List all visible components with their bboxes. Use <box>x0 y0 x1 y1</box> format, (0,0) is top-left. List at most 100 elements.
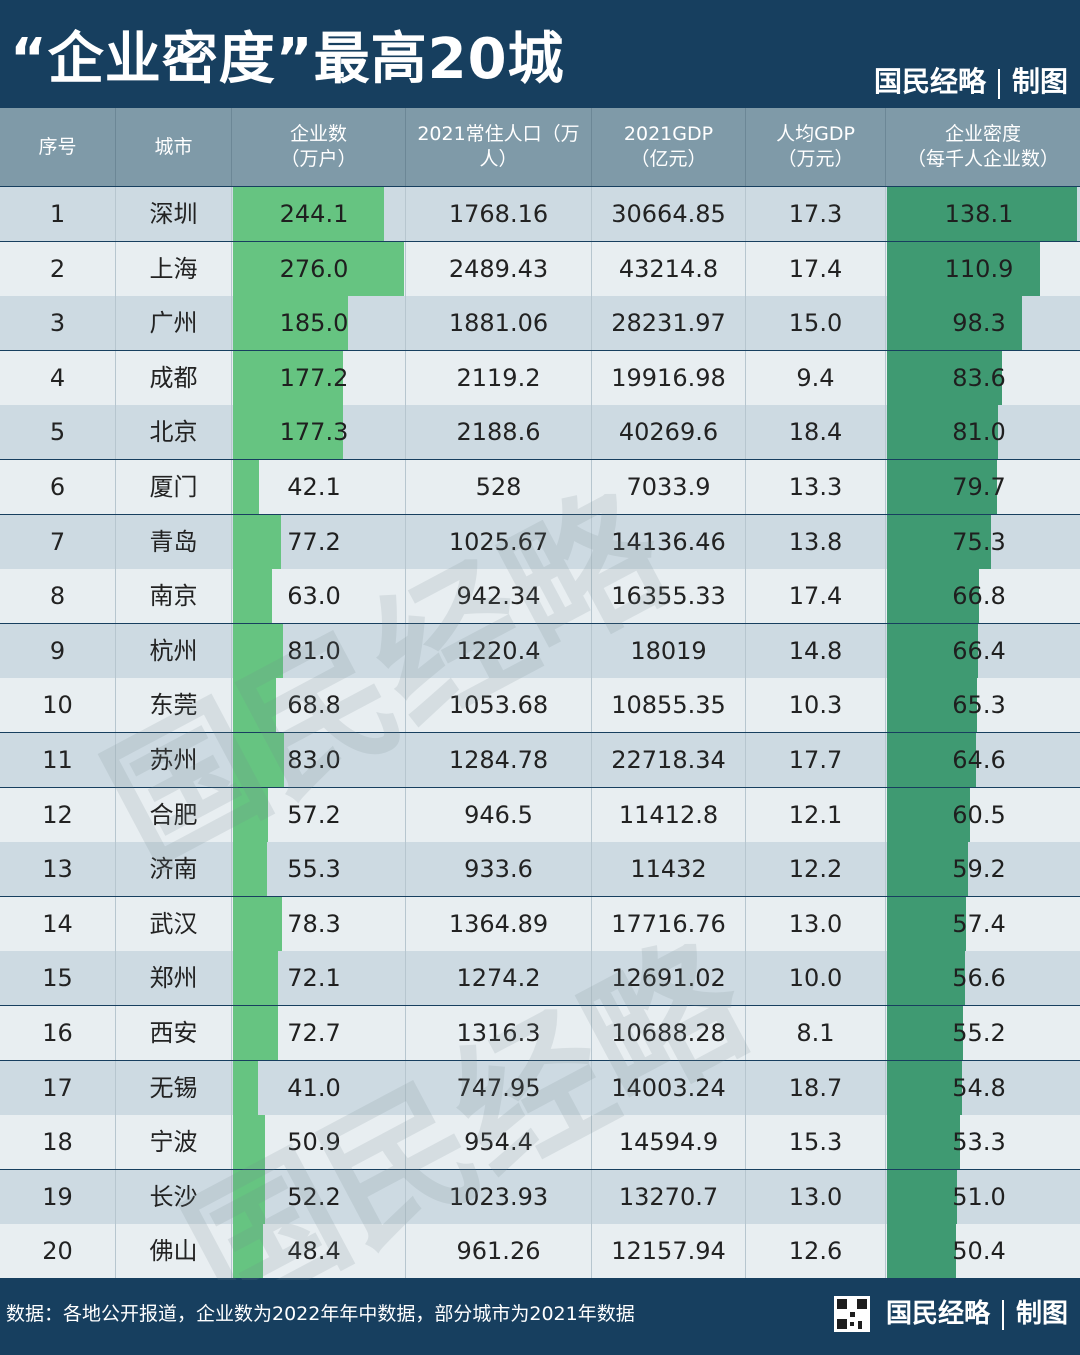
cell-rank: 9 <box>0 624 116 678</box>
enterprise-value: 72.1 <box>287 964 341 992</box>
cell-population: 1768.16 <box>406 187 592 241</box>
cell-enterprises <box>232 951 406 1005</box>
enterprise-bar <box>233 242 404 296</box>
cell-gdp: 43214.8 <box>592 242 746 296</box>
cell-enterprises <box>232 460 406 514</box>
cell-rank: 10 <box>0 678 116 732</box>
cell-enterprises <box>232 842 406 896</box>
cell-city: 厦门 <box>116 460 232 514</box>
header-gdp: 2021GDP （亿元） <box>592 108 746 186</box>
enterprise-value: 50.9 <box>287 1128 341 1156</box>
cell-gdp-per-capita: 9.4 <box>746 351 886 405</box>
cell-population: 1284.78 <box>406 733 592 787</box>
cell-enterprises <box>232 569 406 623</box>
density-bar <box>887 460 997 514</box>
cell-enterprises <box>232 1061 406 1115</box>
density-value: 56.6 <box>952 964 1006 992</box>
cell-gdp: 14136.46 <box>592 515 746 569</box>
density-bar <box>887 1006 963 1060</box>
cell-enterprises <box>232 678 406 732</box>
cell-enterprises <box>232 1006 406 1060</box>
cell-rank: 14 <box>0 897 116 951</box>
cell-rank: 5 <box>0 405 116 459</box>
cell-gdp: 7033.9 <box>592 460 746 514</box>
cell-rank: 13 <box>0 842 116 896</box>
cell-city: 武汉 <box>116 897 232 951</box>
density-value: 98.3 <box>952 309 1006 337</box>
cell-rank: 16 <box>0 1006 116 1060</box>
density-value: 59.2 <box>952 855 1006 883</box>
density-value: 66.8 <box>952 582 1006 610</box>
cell-gdp: 28231.97 <box>592 296 746 350</box>
table-row: 19 长沙 1023.93 13270.7 13.0 52.2 51.0 <box>0 1170 1080 1224</box>
enterprise-bar <box>233 1006 278 1060</box>
enterprise-value: 244.1 <box>279 200 349 228</box>
cell-enterprises <box>232 897 406 951</box>
cell-enterprises <box>232 242 406 296</box>
density-bar <box>887 788 970 842</box>
cell-city: 佛山 <box>116 1224 232 1278</box>
enterprise-bar <box>233 624 283 678</box>
density-value: 138.1 <box>944 200 1014 228</box>
density-value: 75.3 <box>952 528 1006 556</box>
enterprise-bar <box>233 187 384 241</box>
footer-brand: 国民经略 制图 <box>886 1294 1068 1334</box>
cell-gdp: 17716.76 <box>592 897 746 951</box>
cell-gdp-per-capita: 12.2 <box>746 842 886 896</box>
brand-logo: 国民经略 制图 <box>874 62 1068 102</box>
cell-gdp: 14594.9 <box>592 1115 746 1169</box>
enterprise-bar <box>233 897 282 951</box>
density-bar <box>887 951 965 1005</box>
footer-brand-name: 国民经略 <box>885 1299 990 1329</box>
table-row: 13 济南 933.6 11432 12.2 55.3 59.2 <box>0 842 1080 896</box>
cell-gdp-per-capita: 13.0 <box>746 1170 886 1224</box>
enterprise-bar <box>233 296 348 350</box>
cell-gdp-per-capita: 13.3 <box>746 460 886 514</box>
cell-gdp: 13270.7 <box>592 1170 746 1224</box>
cell-rank: 20 <box>0 1224 116 1278</box>
cell-city: 北京 <box>116 405 232 459</box>
cell-population: 747.95 <box>406 1061 592 1115</box>
cell-gdp: 19916.98 <box>592 351 746 405</box>
enterprise-value: 83.0 <box>287 746 341 774</box>
table-row: 14 武汉 1364.89 17716.76 13.0 78.3 57.4 <box>0 897 1080 951</box>
density-value: 57.4 <box>952 910 1006 938</box>
cell-city: 济南 <box>116 842 232 896</box>
cell-gdp: 22718.34 <box>592 733 746 787</box>
cell-population: 1220.4 <box>406 624 592 678</box>
brand-divider <box>997 68 1000 99</box>
cell-enterprises <box>232 515 406 569</box>
enterprise-bar <box>233 351 343 405</box>
cell-gdp-per-capita: 15.0 <box>746 296 886 350</box>
source-note: 数据：各地公开报道，企业数为2022年年中数据，部分城市为2021年数据 <box>6 1303 635 1325</box>
cell-gdp: 11432 <box>592 842 746 896</box>
enterprise-bar <box>233 569 272 623</box>
density-bar <box>887 733 976 787</box>
cell-rank: 2 <box>0 242 116 296</box>
density-value: 51.0 <box>952 1183 1006 1211</box>
table-row: 5 北京 2188.6 40269.6 18.4 177.3 81.0 <box>0 405 1080 459</box>
cell-city: 宁波 <box>116 1115 232 1169</box>
density-value: 66.4 <box>952 637 1006 665</box>
cell-city: 上海 <box>116 242 232 296</box>
cell-gdp-per-capita: 8.1 <box>746 1006 886 1060</box>
enterprise-value: 77.2 <box>287 528 341 556</box>
cell-city: 郑州 <box>116 951 232 1005</box>
density-value: 65.3 <box>952 691 1006 719</box>
density-bar <box>887 515 991 569</box>
cell-rank: 8 <box>0 569 116 623</box>
table-row: 20 佛山 961.26 12157.94 12.6 48.4 50.4 <box>0 1224 1080 1278</box>
enterprise-value: 68.8 <box>287 691 341 719</box>
footer-brand-suffix: 制图 <box>1015 1299 1068 1329</box>
cell-population: 1881.06 <box>406 296 592 350</box>
cell-enterprises <box>232 405 406 459</box>
table-row: 8 南京 942.34 16355.33 17.4 63.0 66.8 <box>0 569 1080 623</box>
table-row: 15 郑州 1274.2 12691.02 10.0 72.1 56.6 <box>0 951 1080 1005</box>
cell-gdp-per-capita: 12.6 <box>746 1224 886 1278</box>
enterprise-bar <box>233 842 267 896</box>
cell-enterprises <box>232 1170 406 1224</box>
header-rank: 序号 <box>0 108 116 186</box>
cell-population: 1053.68 <box>406 678 592 732</box>
table-row: 2 上海 2489.43 43214.8 17.4 276.0 110.9 <box>0 242 1080 296</box>
table-row: 1 深圳 1768.16 30664.85 17.3 244.1 138.1 <box>0 187 1080 241</box>
